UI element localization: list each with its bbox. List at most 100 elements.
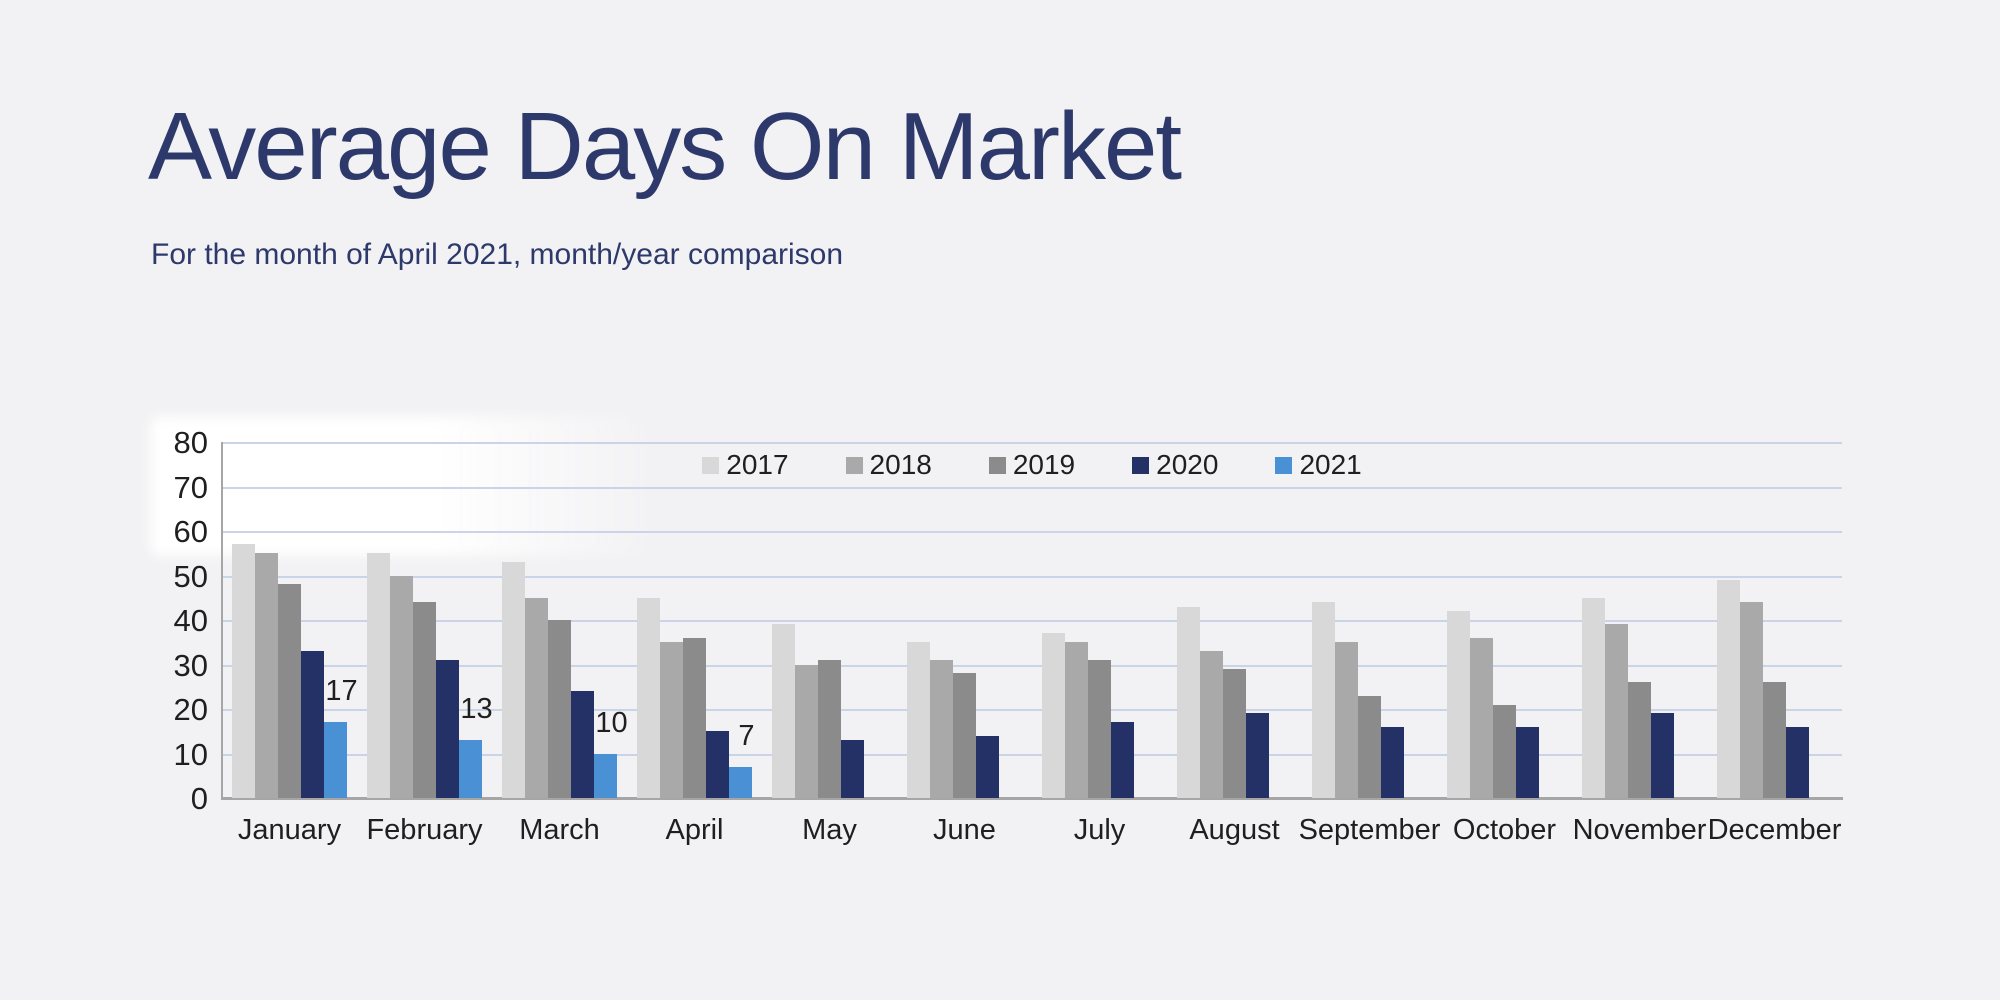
bar-april-2017 xyxy=(637,597,660,798)
y-axis-tick-label-20: 20 xyxy=(173,692,208,727)
bar-november-2019 xyxy=(1628,682,1651,798)
bar-january-2021 xyxy=(324,722,347,798)
bar-august-2017 xyxy=(1177,606,1200,798)
bar-group-december xyxy=(1717,442,1832,798)
y-axis-tick-label-10: 10 xyxy=(173,736,208,772)
legend-item-2021: 2021 xyxy=(1275,449,1362,480)
y-axis-tick-label-50: 50 xyxy=(173,558,208,594)
bar-march-2019 xyxy=(548,620,571,798)
gridline-y-50 xyxy=(222,575,1842,578)
bar-september-2020 xyxy=(1381,726,1404,798)
bar-february-2017 xyxy=(367,553,390,798)
bar-group-april: 7 xyxy=(637,442,755,798)
gridline-y-80 xyxy=(222,442,1842,444)
x-axis-label-june: June xyxy=(933,814,996,846)
legend-swatch-2020 xyxy=(1132,456,1150,474)
data-label-april-2021: 7 xyxy=(738,719,755,752)
y-axis-tick-label-40: 40 xyxy=(173,603,208,638)
gridline-y-20 xyxy=(222,709,1842,711)
chart-legend: 2017 2018 2019 2020 2021 xyxy=(222,451,1842,479)
data-label-february-2021: 13 xyxy=(460,693,493,726)
bar-march-2018 xyxy=(525,597,548,798)
gridline-y-70 xyxy=(222,486,1842,489)
page-subtitle: For the month of April 2021, month/year … xyxy=(151,238,844,271)
bar-group-august xyxy=(1177,442,1292,798)
x-axis-label-july: July xyxy=(1073,814,1126,846)
bar-july-2017 xyxy=(1042,633,1065,798)
x-axis-label-april: April xyxy=(665,814,724,846)
bar-may-2018 xyxy=(795,664,818,798)
legend-swatch-2018 xyxy=(845,456,863,474)
bar-august-2020 xyxy=(1246,713,1269,798)
bar-february-2020 xyxy=(436,660,459,798)
y-axis-tick-label-0: 0 xyxy=(190,781,208,816)
data-label-march-2021: 10 xyxy=(595,706,628,739)
bar-may-2017 xyxy=(772,624,795,798)
bar-february-2021 xyxy=(459,740,482,798)
bar-december-2019 xyxy=(1763,682,1786,798)
bar-group-may xyxy=(772,442,887,798)
bar-group-january: 17 xyxy=(232,442,358,798)
y-axis-tick-label-30: 30 xyxy=(173,647,208,683)
bar-july-2020 xyxy=(1111,722,1134,798)
bar-october-2018 xyxy=(1470,637,1493,798)
bar-december-2018 xyxy=(1740,602,1763,798)
bar-april-2021 xyxy=(729,766,752,798)
bar-april-2019 xyxy=(683,637,706,798)
bar-april-2020 xyxy=(706,731,729,798)
bar-may-2020 xyxy=(841,740,864,798)
bar-november-2018 xyxy=(1605,624,1628,798)
gridline-y-30 xyxy=(222,664,1842,667)
x-axis-line xyxy=(221,797,1843,800)
y-axis-line xyxy=(221,442,223,798)
legend-swatch-2021 xyxy=(1275,456,1293,474)
page-title: Average Days On Market xyxy=(148,93,1182,200)
bar-january-2020 xyxy=(301,651,324,798)
bar-may-2019 xyxy=(818,660,841,798)
x-axis-label-november: November xyxy=(1572,814,1707,846)
bar-june-2018 xyxy=(930,660,953,798)
bar-march-2021 xyxy=(594,753,617,798)
bar-august-2018 xyxy=(1200,651,1223,798)
bar-june-2019 xyxy=(953,673,976,798)
y-axis-tick-label-70: 70 xyxy=(173,469,208,505)
bar-june-2020 xyxy=(976,735,999,798)
legend-item-2019: 2019 xyxy=(988,451,1075,479)
legend-label-2021: 2021 xyxy=(1299,449,1362,480)
x-axis-label-september: September xyxy=(1298,814,1441,846)
bar-november-2020 xyxy=(1651,713,1674,798)
bar-august-2019 xyxy=(1223,668,1246,798)
data-label-january-2021: 17 xyxy=(325,675,358,708)
legend-label-2018: 2018 xyxy=(869,449,932,480)
bar-september-2018 xyxy=(1335,642,1358,798)
bar-january-2017 xyxy=(232,544,255,798)
bar-july-2019 xyxy=(1088,660,1111,798)
bar-january-2018 xyxy=(255,553,278,798)
gridline-y-40 xyxy=(222,620,1842,622)
bar-group-march: 10 xyxy=(502,442,628,798)
bar-group-june xyxy=(907,442,1022,798)
x-axis-label-february: February xyxy=(366,814,483,846)
bar-group-september xyxy=(1312,442,1427,798)
bar-march-2017 xyxy=(502,562,525,798)
bar-november-2017 xyxy=(1582,597,1605,798)
x-axis-label-may: May xyxy=(802,814,857,846)
bar-september-2017 xyxy=(1312,602,1335,798)
bar-july-2018 xyxy=(1065,642,1088,798)
bar-october-2020 xyxy=(1516,726,1539,798)
x-axis-label-december: December xyxy=(1707,814,1842,846)
bar-april-2018 xyxy=(660,642,683,798)
bar-june-2017 xyxy=(907,642,930,798)
bar-march-2020 xyxy=(571,691,594,798)
bar-december-2020 xyxy=(1786,726,1809,798)
gridline-y-60 xyxy=(222,531,1842,533)
bar-september-2019 xyxy=(1358,695,1381,798)
legend-label-2017: 2017 xyxy=(726,449,789,480)
bar-october-2017 xyxy=(1447,611,1470,798)
x-axis-label-august: August xyxy=(1189,814,1280,846)
bar-group-february: 13 xyxy=(367,442,493,798)
bar-february-2019 xyxy=(413,602,436,798)
y-axis-tick-label-60: 60 xyxy=(173,514,208,549)
chart-plot-area: 2017 2018 2019 2020 2021 0 10 20 30 40 50 60 70 80 17… xyxy=(174,427,1843,846)
legend-item-2017: 2017 xyxy=(702,449,789,480)
